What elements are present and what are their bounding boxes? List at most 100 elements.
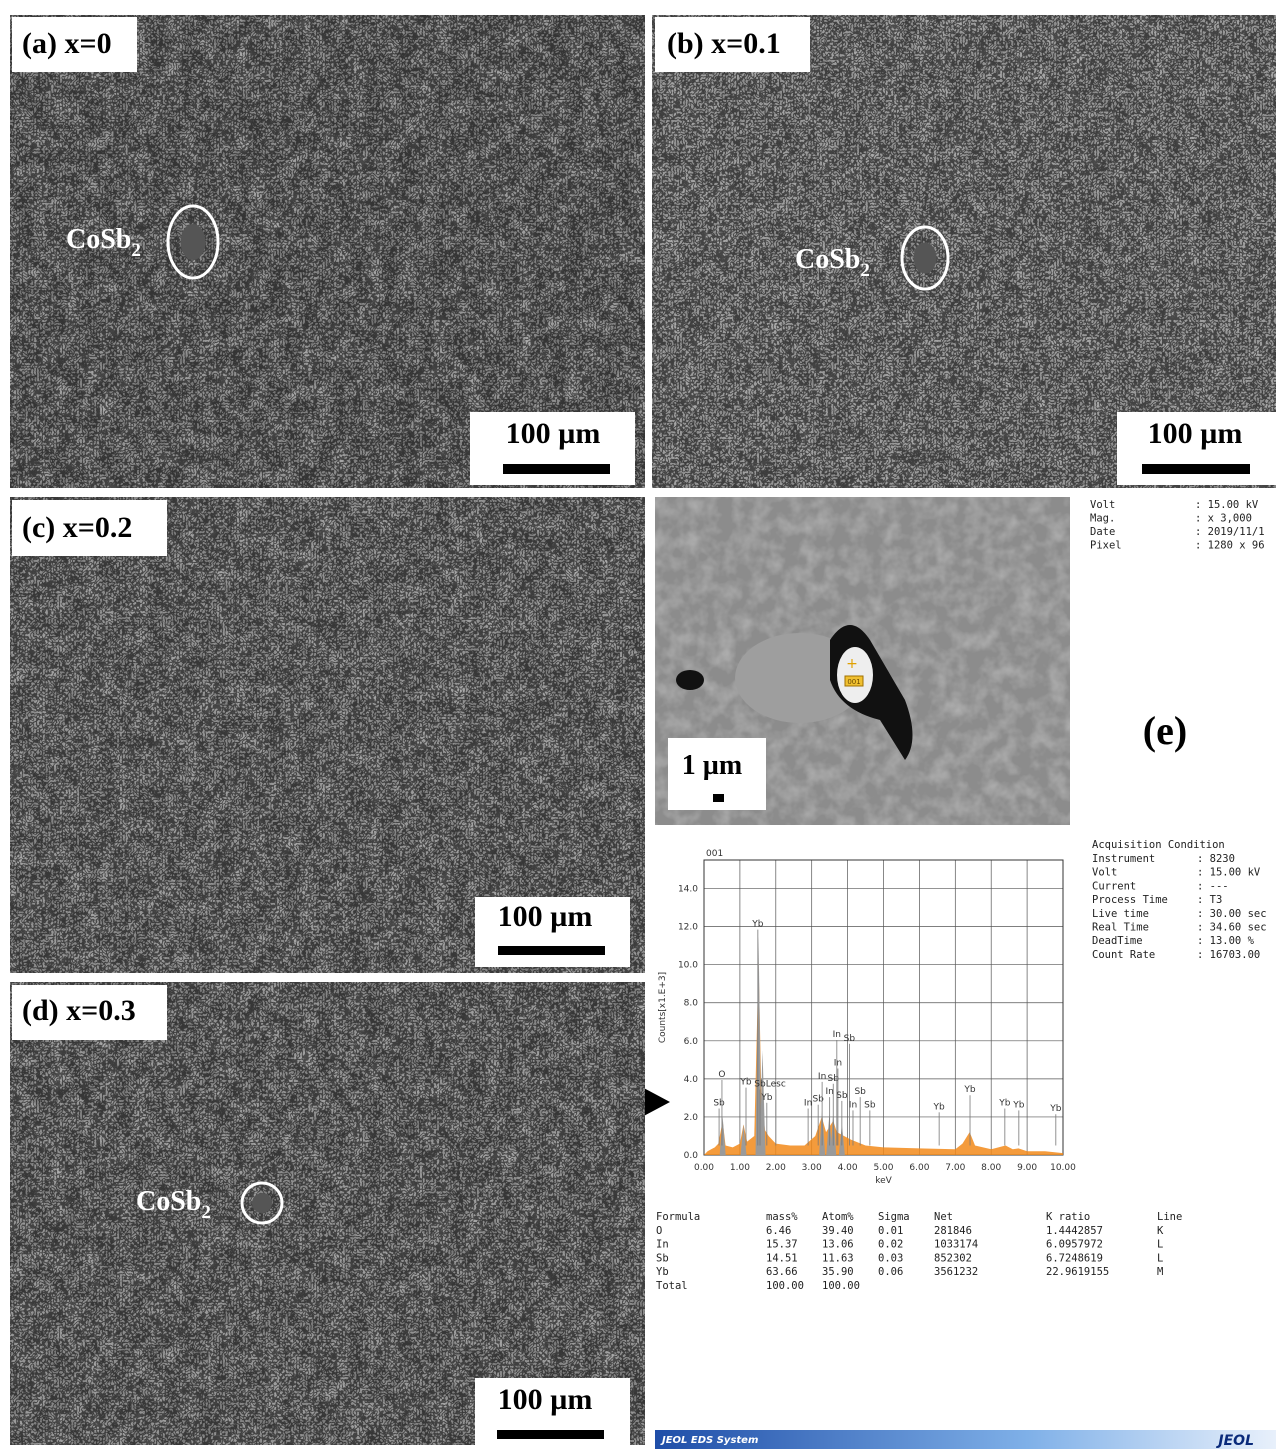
info-key: Pixel bbox=[1090, 540, 1122, 552]
scale-bar-label: 100 µm bbox=[1148, 417, 1243, 450]
table-header: K ratio bbox=[1046, 1211, 1090, 1223]
info-value: : 1280 x 96 bbox=[1195, 540, 1265, 552]
table-cell: L bbox=[1157, 1239, 1163, 1251]
peak-label: Sb bbox=[864, 1100, 876, 1110]
x-tick-label: 2.00 bbox=[766, 1163, 786, 1173]
phase-name: CoSb bbox=[136, 1186, 201, 1217]
table-cell: Yb bbox=[656, 1266, 669, 1278]
acquisition-key: Current bbox=[1092, 880, 1136, 892]
y-tick-label: 12.0 bbox=[678, 923, 698, 933]
phase-grain bbox=[252, 1193, 272, 1213]
peak-label: Yb bbox=[760, 1093, 772, 1103]
table-cell: 3561232 bbox=[934, 1266, 978, 1278]
panel-label: (b) x=0.1 bbox=[667, 27, 781, 60]
peak-label: Sb bbox=[844, 1034, 856, 1044]
table-cell: O bbox=[656, 1225, 662, 1237]
table-header: Net bbox=[934, 1211, 953, 1223]
chart-title: 001 bbox=[706, 849, 723, 859]
pore bbox=[676, 670, 704, 690]
spot-label: 001 bbox=[847, 678, 860, 686]
phase-name: CoSb bbox=[795, 244, 860, 275]
acquisition-value: : 13.00 % bbox=[1197, 935, 1255, 947]
table-cell: 281846 bbox=[934, 1225, 972, 1237]
footer-left: JEOL EDS System bbox=[660, 1435, 758, 1446]
peak-label: Sb bbox=[713, 1099, 725, 1109]
x-axis-label: keV bbox=[875, 1176, 892, 1186]
info-key: Date bbox=[1090, 526, 1115, 538]
acquisition-value: : T3 bbox=[1197, 894, 1222, 906]
peak-label: In bbox=[849, 1100, 857, 1110]
x-tick-label: 0.00 bbox=[694, 1163, 714, 1173]
table-cell: 852302 bbox=[934, 1252, 972, 1264]
peak-label: In bbox=[834, 1059, 842, 1069]
table-header: Atom% bbox=[822, 1211, 854, 1223]
peak-label: Yb bbox=[998, 1099, 1010, 1109]
acquisition-key: Live time bbox=[1092, 908, 1149, 920]
peak-label: Yb bbox=[739, 1078, 751, 1088]
x-tick-label: 7.00 bbox=[945, 1163, 965, 1173]
table-cell: Sb bbox=[656, 1252, 669, 1264]
acquisition-key: Volt bbox=[1092, 867, 1117, 879]
peak-label: Yb bbox=[1049, 1104, 1061, 1114]
peak-label: O bbox=[718, 1070, 725, 1080]
acquisition-value: : 16703.00 bbox=[1197, 949, 1260, 961]
scale-bar-label: 1 µm bbox=[682, 750, 742, 781]
table-cell: 0.02 bbox=[878, 1239, 903, 1251]
x-tick-label: 8.00 bbox=[981, 1163, 1001, 1173]
table-cell: 39.40 bbox=[822, 1225, 854, 1237]
x-tick-label: 5.00 bbox=[873, 1163, 893, 1173]
table-cell: 11.63 bbox=[822, 1252, 854, 1264]
y-tick-label: 8.0 bbox=[684, 999, 699, 1009]
scale-bar bbox=[713, 794, 724, 802]
acquisition-key: Count Rate bbox=[1092, 949, 1155, 961]
table-cell: 15.37 bbox=[766, 1239, 798, 1251]
table-cell: 0.01 bbox=[878, 1225, 903, 1237]
info-key: Mag. bbox=[1090, 513, 1115, 525]
peak-label: Sb bbox=[836, 1091, 848, 1101]
table-cell: 6.7248619 bbox=[1046, 1252, 1103, 1264]
x-tick-label: 1.00 bbox=[730, 1163, 750, 1173]
peak-label: Sb bbox=[854, 1087, 866, 1097]
panel-label: (c) x=0.2 bbox=[22, 511, 132, 544]
y-tick-label: 6.0 bbox=[684, 1037, 699, 1047]
table-cell: 100.00 bbox=[766, 1280, 804, 1292]
table-cell: 0.03 bbox=[878, 1252, 903, 1264]
table-header: Sigma bbox=[878, 1211, 910, 1223]
y-tick-label: 10.0 bbox=[678, 961, 698, 971]
table-cell: K bbox=[1157, 1225, 1164, 1237]
peak-label: Yb bbox=[1012, 1100, 1024, 1110]
peak-label: Yb bbox=[751, 920, 763, 930]
peak-label: Yb bbox=[963, 1085, 975, 1095]
table-cell: Total bbox=[656, 1280, 688, 1292]
peak-label: Sb bbox=[754, 1079, 766, 1089]
acquisition-value: : 15.00 kV bbox=[1197, 867, 1261, 879]
y-tick-label: 4.0 bbox=[684, 1075, 699, 1085]
table-cell: 6.46 bbox=[766, 1225, 791, 1237]
y-tick-label: 2.0 bbox=[684, 1113, 699, 1123]
x-tick-label: 4.00 bbox=[838, 1163, 858, 1173]
table-header: Line bbox=[1157, 1211, 1182, 1223]
scale-bar bbox=[497, 1430, 604, 1439]
table-cell: 6.0957972 bbox=[1046, 1239, 1103, 1251]
peak-label: In bbox=[825, 1087, 833, 1097]
table-cell: In bbox=[656, 1239, 669, 1251]
phase-subscript: 2 bbox=[201, 1202, 211, 1223]
phase-grain bbox=[181, 224, 206, 260]
figure: (a) x=0CoSb2100 µm(b) x=0.1CoSb2100 µm(c… bbox=[0, 0, 1276, 1449]
table-header: mass% bbox=[766, 1211, 798, 1223]
acquisition-value: : 30.00 sec bbox=[1197, 908, 1267, 920]
phase-name: CoSb bbox=[66, 224, 131, 255]
table-cell: 35.90 bbox=[822, 1266, 854, 1278]
scale-bar bbox=[498, 946, 605, 955]
acquisition-value: : 34.60 sec bbox=[1197, 922, 1267, 934]
table-cell: 0.06 bbox=[878, 1266, 903, 1278]
table-cell: 1033174 bbox=[934, 1239, 978, 1251]
panel-label: (e) bbox=[1143, 708, 1187, 753]
phase-subscript: 2 bbox=[860, 260, 870, 281]
info-key: Volt bbox=[1090, 499, 1115, 511]
table-cell: 100.00 bbox=[822, 1280, 860, 1292]
panel-label: (a) x=0 bbox=[22, 27, 112, 60]
spot-marker: + bbox=[846, 656, 858, 672]
x-tick-label: 6.00 bbox=[909, 1163, 929, 1173]
sem-pores bbox=[10, 982, 645, 1445]
